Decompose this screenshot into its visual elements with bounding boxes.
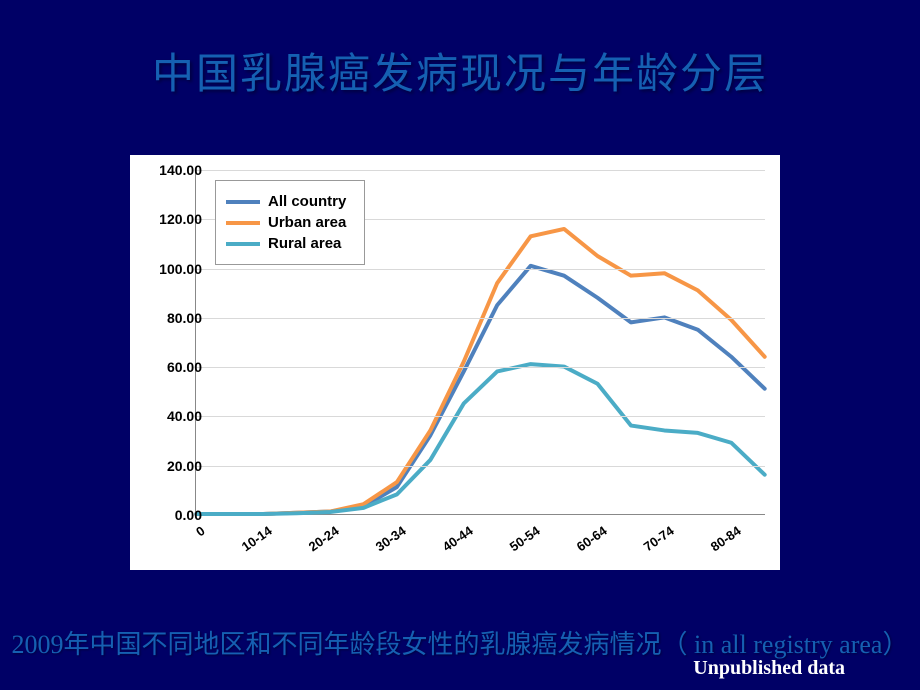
y-tick-label: 40.00 — [147, 408, 202, 424]
y-tick-label: 100.00 — [147, 261, 202, 277]
y-tick-label: 120.00 — [147, 211, 202, 227]
legend-label: Urban area — [268, 214, 346, 231]
x-tick-label: 10-14 — [225, 523, 275, 564]
grid-line — [196, 367, 765, 368]
grid-line — [196, 416, 765, 417]
y-tick-label: 20.00 — [147, 458, 202, 474]
x-tick-label: 70-74 — [627, 523, 677, 564]
chart-container: All country Urban area Rural area 0.00 20.0… — [130, 155, 780, 570]
grid-line — [196, 318, 765, 319]
legend-swatch — [226, 221, 260, 225]
legend-item: All country — [226, 193, 346, 210]
series-line — [196, 364, 764, 514]
y-tick-label: 140.00 — [147, 162, 202, 178]
legend-swatch — [226, 200, 260, 204]
x-tick-label: 80-84 — [695, 523, 745, 564]
y-tick-label: 0.00 — [147, 507, 202, 523]
grid-line — [196, 269, 765, 270]
legend-swatch — [226, 242, 260, 246]
y-tick-label: 80.00 — [147, 310, 202, 326]
series-line — [196, 229, 764, 514]
x-tick-label: 20-24 — [292, 523, 342, 564]
legend-box: All country Urban area Rural area — [215, 180, 365, 265]
grid-line — [196, 170, 765, 171]
legend-label: All country — [268, 193, 346, 210]
slide-title: 中国乳腺癌发病现况与年龄分层 — [0, 0, 920, 101]
grid-line — [196, 466, 765, 467]
legend-item: Urban area — [226, 214, 346, 231]
legend-item: Rural area — [226, 235, 346, 252]
x-tick-label: 50-54 — [493, 523, 543, 564]
x-tick-label: 40-44 — [426, 523, 476, 564]
legend-label: Rural area — [268, 235, 341, 252]
y-tick-label: 60.00 — [147, 359, 202, 375]
footnote: Unpublished data — [693, 657, 845, 680]
x-tick-label: 30-34 — [359, 523, 409, 564]
x-tick-label: 0 — [158, 523, 208, 564]
x-tick-label: 60-64 — [560, 523, 610, 564]
